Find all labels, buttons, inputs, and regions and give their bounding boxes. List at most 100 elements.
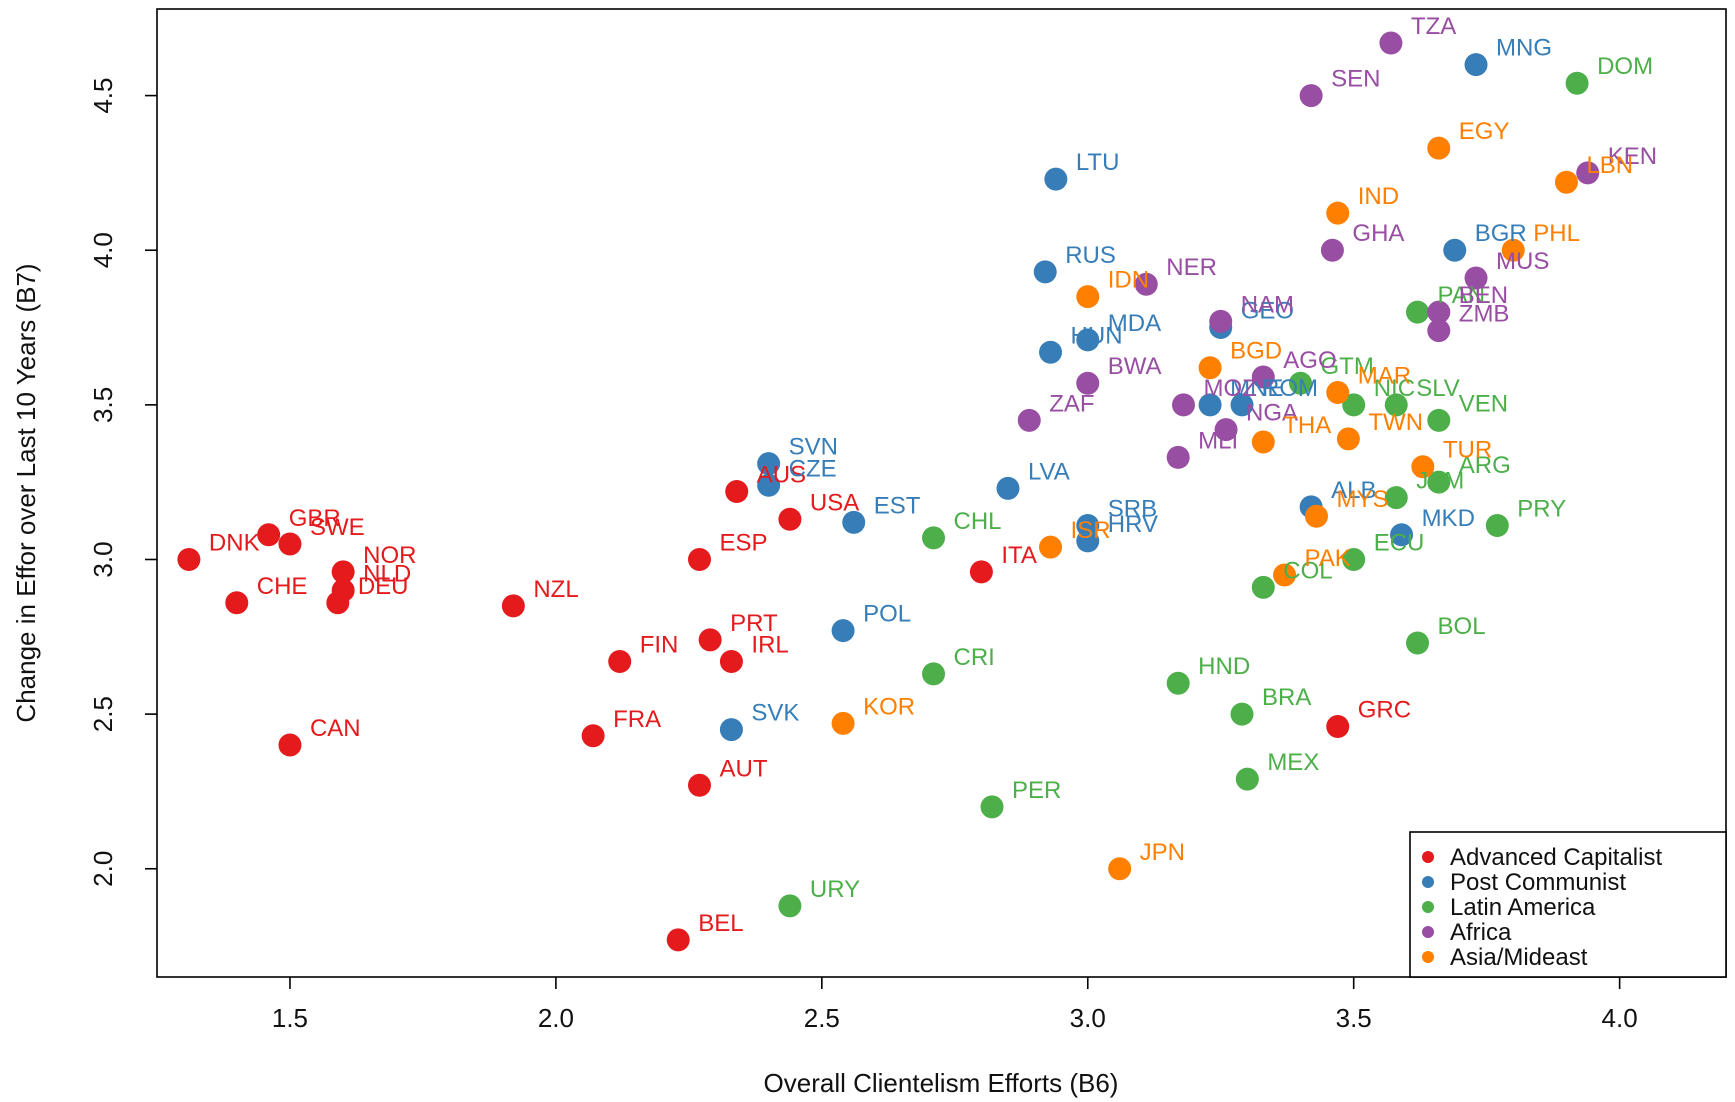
legend-label: Asia/Mideast (1450, 944, 1588, 971)
point-label: BEN (1459, 282, 1508, 309)
data-point (1326, 201, 1350, 225)
point-label: ITA (1001, 542, 1037, 569)
data-point (1326, 714, 1350, 738)
data-point (1464, 53, 1488, 77)
data-point (1289, 371, 1313, 395)
y-tick-label: 3.5 (88, 387, 118, 423)
point-label: CZE (789, 455, 837, 482)
legend-swatch (1422, 876, 1434, 888)
data-point (331, 560, 355, 584)
point-label: BOL (1438, 613, 1486, 640)
y-tick-label: 4.0 (88, 232, 118, 268)
data-point (1576, 161, 1600, 185)
x-tick-label: 3.0 (1070, 1003, 1106, 1033)
data-point (969, 560, 993, 584)
data-point (1076, 328, 1100, 352)
point-label: NIC (1374, 375, 1415, 402)
point-label: EGY (1459, 118, 1510, 145)
point-label: NGA (1246, 400, 1298, 427)
data-point (698, 628, 722, 652)
point-label: SVK (751, 700, 799, 727)
data-point (757, 452, 781, 476)
data-point (1230, 393, 1254, 417)
data-point (688, 773, 712, 797)
data-point (1039, 340, 1063, 364)
data-point (278, 532, 302, 556)
legend-label: Latin America (1450, 894, 1596, 921)
point-label: ZAF (1049, 390, 1094, 417)
data-point (1342, 547, 1366, 571)
data-point (608, 650, 632, 674)
data-point (757, 473, 781, 497)
data-point (1076, 285, 1100, 309)
legend-swatch (1422, 901, 1434, 913)
data-point (1326, 380, 1350, 404)
point-label: RUS (1065, 242, 1116, 269)
point-label: MOZ (1203, 375, 1256, 402)
point-label: SLV (1416, 375, 1460, 402)
point-label: GTM (1321, 353, 1374, 380)
point-label: MDA (1108, 310, 1161, 337)
point-label: BRA (1262, 684, 1311, 711)
point-label: DEU (358, 573, 409, 600)
data-point (1379, 31, 1403, 55)
x-axis: 1.5 2.0 2.5 3.0 3.5 4.0 (272, 977, 1638, 1033)
data-point (1464, 266, 1488, 290)
point-label: BGD (1230, 338, 1282, 365)
data-point (1427, 136, 1451, 160)
legend-swatch (1422, 851, 1434, 863)
point-label: SVN (789, 434, 838, 461)
data-point (501, 594, 525, 618)
point-label: MKD (1422, 505, 1475, 532)
point-label: CRI (954, 644, 995, 671)
data-point (1251, 575, 1275, 599)
point-label: MYS (1336, 486, 1388, 513)
data-point (1427, 319, 1451, 343)
point-label: HUN (1071, 322, 1123, 349)
point-label: COL (1283, 557, 1332, 584)
point-label: DOM (1597, 53, 1653, 80)
point-label: ZMB (1459, 301, 1510, 328)
point-label: PAN (1438, 282, 1486, 309)
data-point (1209, 309, 1233, 333)
point-label: SWE (310, 514, 365, 541)
point-label: NAM (1241, 291, 1294, 318)
legend-swatch (1422, 926, 1434, 938)
point-label: KOR (863, 693, 915, 720)
point-label: SEN (1331, 66, 1380, 93)
data-point (719, 650, 743, 674)
data-point (1427, 300, 1451, 324)
data-point (1427, 470, 1451, 494)
y-tick-label: 2.0 (88, 851, 118, 887)
point-label: ISR (1071, 517, 1111, 544)
point-label: ECU (1374, 529, 1425, 556)
data-point (1390, 523, 1414, 547)
point-label: MNG (1496, 35, 1552, 62)
point-label: TZA (1411, 13, 1456, 40)
point-label: URY (810, 876, 860, 903)
data-point (1384, 486, 1408, 510)
point-label: BWA (1108, 353, 1162, 380)
point-label: IND (1358, 183, 1399, 210)
data-point (1501, 238, 1525, 262)
point-label: MLI (1198, 427, 1238, 454)
data-point (225, 591, 249, 615)
point-label: HND (1198, 653, 1250, 680)
point-label: PRY (1517, 495, 1566, 522)
legend-label: Post Communist (1450, 869, 1626, 896)
point-label: BGR (1475, 220, 1527, 247)
data-point (177, 547, 201, 571)
data-point (980, 795, 1004, 819)
data-point (725, 479, 749, 503)
data-point (1406, 631, 1430, 655)
point-label: LTU (1076, 149, 1120, 176)
x-tick-label: 1.5 (272, 1003, 308, 1033)
point-label: DNK (209, 529, 260, 556)
point-label: CHL (954, 508, 1002, 535)
data-point (1427, 408, 1451, 432)
data-point (1235, 767, 1259, 791)
points-layer (177, 31, 1600, 952)
point-label: ESP (720, 529, 768, 556)
point-label: CAN (310, 715, 361, 742)
